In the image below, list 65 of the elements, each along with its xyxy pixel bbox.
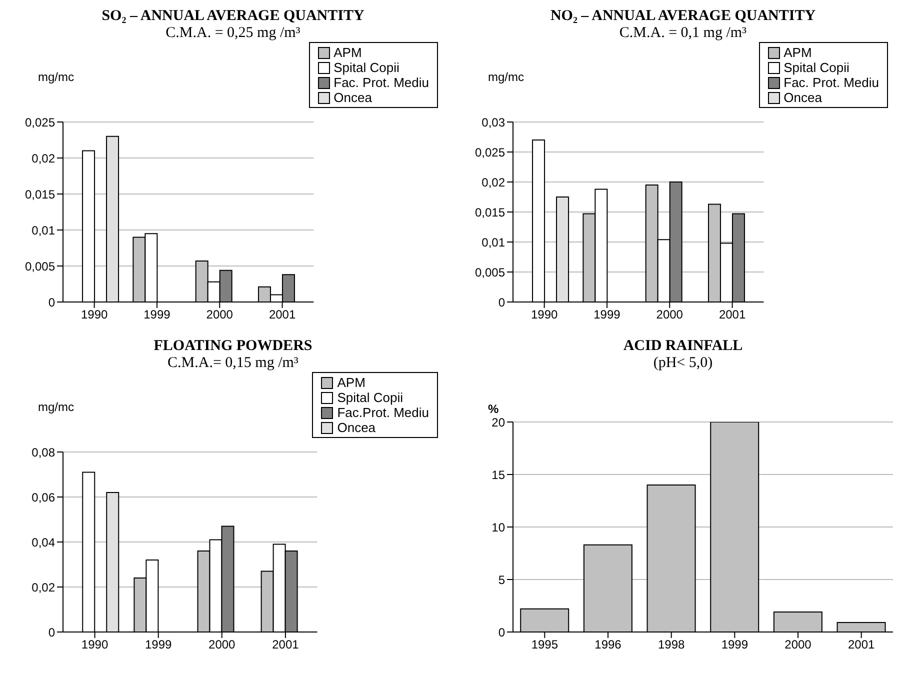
- x-tick-label: 1999: [594, 308, 621, 322]
- chart-title: FLOATING POWDERS: [152, 338, 314, 355]
- x-tick-label: 1999: [144, 308, 171, 322]
- x-tick-label: 1990: [81, 638, 108, 652]
- chart-title: NO₂ – ANNUAL AVERAGE QUANTITY: [549, 8, 817, 25]
- y-tick-label: 0,08: [32, 445, 56, 460]
- x-tick-label: 2001: [272, 638, 300, 652]
- y-tick-label: 0,02: [482, 175, 506, 190]
- legend-label: Spital Copii: [784, 60, 850, 75]
- x-tick-label: 2000: [206, 308, 234, 322]
- y-tick-label: 0,015: [474, 205, 506, 220]
- y-tick-label: 0: [48, 625, 56, 640]
- chart-subtitle: C.M.A.= 0,15 mg /m³: [166, 355, 300, 372]
- y-tick-label: 0,025: [24, 115, 56, 130]
- y-tick-label: 0,005: [474, 265, 506, 280]
- y-tick-label: 0: [48, 295, 56, 310]
- y-tick-label: 5: [498, 572, 506, 587]
- y-tick-label: 0: [498, 625, 506, 640]
- x-tick-label: 2001: [848, 638, 876, 652]
- legend-label: Fac. Prot. Mediu: [784, 75, 879, 90]
- chart-title: ACID RAINFALL: [622, 338, 744, 355]
- legend-label: APM: [334, 45, 362, 60]
- legend-label: Spital Copii: [337, 390, 403, 405]
- x-tick-label: 1990: [530, 308, 558, 322]
- chart-subtitle: C.M.A. = 0,1 mg /m³: [618, 25, 748, 42]
- y-axis-title: %: [488, 402, 499, 416]
- legend-label: Oncea: [334, 90, 372, 105]
- chart-subtitle: (pH< 5,0): [652, 355, 714, 372]
- x-tick-label: 2001: [718, 308, 746, 322]
- y-tick-label: 10: [492, 520, 506, 534]
- y-tick-label: 0: [498, 295, 506, 310]
- legend-label: Fac. Prot. Mediu: [334, 75, 429, 90]
- legend-label: APM: [784, 45, 812, 60]
- y-tick-label: 0,01: [482, 235, 506, 250]
- y-tick-label: 0,03: [482, 115, 506, 130]
- x-tick-label: 1999: [144, 638, 172, 652]
- y-tick-label: 0,005: [24, 259, 56, 274]
- x-tick-label: 1990: [80, 308, 108, 322]
- y-tick-label: 0,02: [32, 580, 56, 594]
- y-tick-label: 15: [492, 468, 506, 482]
- y-tick-label: 0,06: [32, 490, 56, 504]
- x-tick-label: 1996: [594, 638, 622, 652]
- y-tick-label: 0,02: [32, 151, 56, 166]
- x-tick-label: 1998: [658, 638, 686, 652]
- y-axis-title: mg/mc: [38, 400, 74, 414]
- legend-label: Fac.Prot. Mediu: [337, 405, 429, 420]
- x-tick-label: 2000: [656, 308, 684, 322]
- legend-label: Oncea: [784, 90, 822, 105]
- y-tick-label: 0,015: [24, 187, 56, 202]
- legend-label: Spital Copii: [334, 60, 400, 75]
- chart-subtitle: C.M.A. = 0,25 mg /m³: [164, 25, 302, 42]
- x-tick-label: 1999: [721, 638, 748, 652]
- y-tick-label: 0,01: [32, 223, 56, 238]
- y-tick-label: 0,025: [474, 145, 506, 160]
- y-tick-label: 0,04: [32, 535, 56, 550]
- x-tick-label: 2001: [268, 308, 296, 322]
- y-tick-label: 20: [492, 415, 506, 430]
- legend-label: APM: [337, 375, 366, 390]
- y-axis-title: mg/mc: [38, 70, 74, 84]
- x-tick-label: 2000: [208, 638, 236, 652]
- legend-label: Oncea: [337, 420, 376, 435]
- x-tick-label: 2000: [784, 638, 812, 652]
- y-axis-title: mg/mc: [488, 70, 524, 84]
- x-tick-label: 1995: [531, 638, 558, 652]
- chart-title: SO₂ – ANNUAL AVERAGE QUANTITY: [100, 8, 366, 25]
